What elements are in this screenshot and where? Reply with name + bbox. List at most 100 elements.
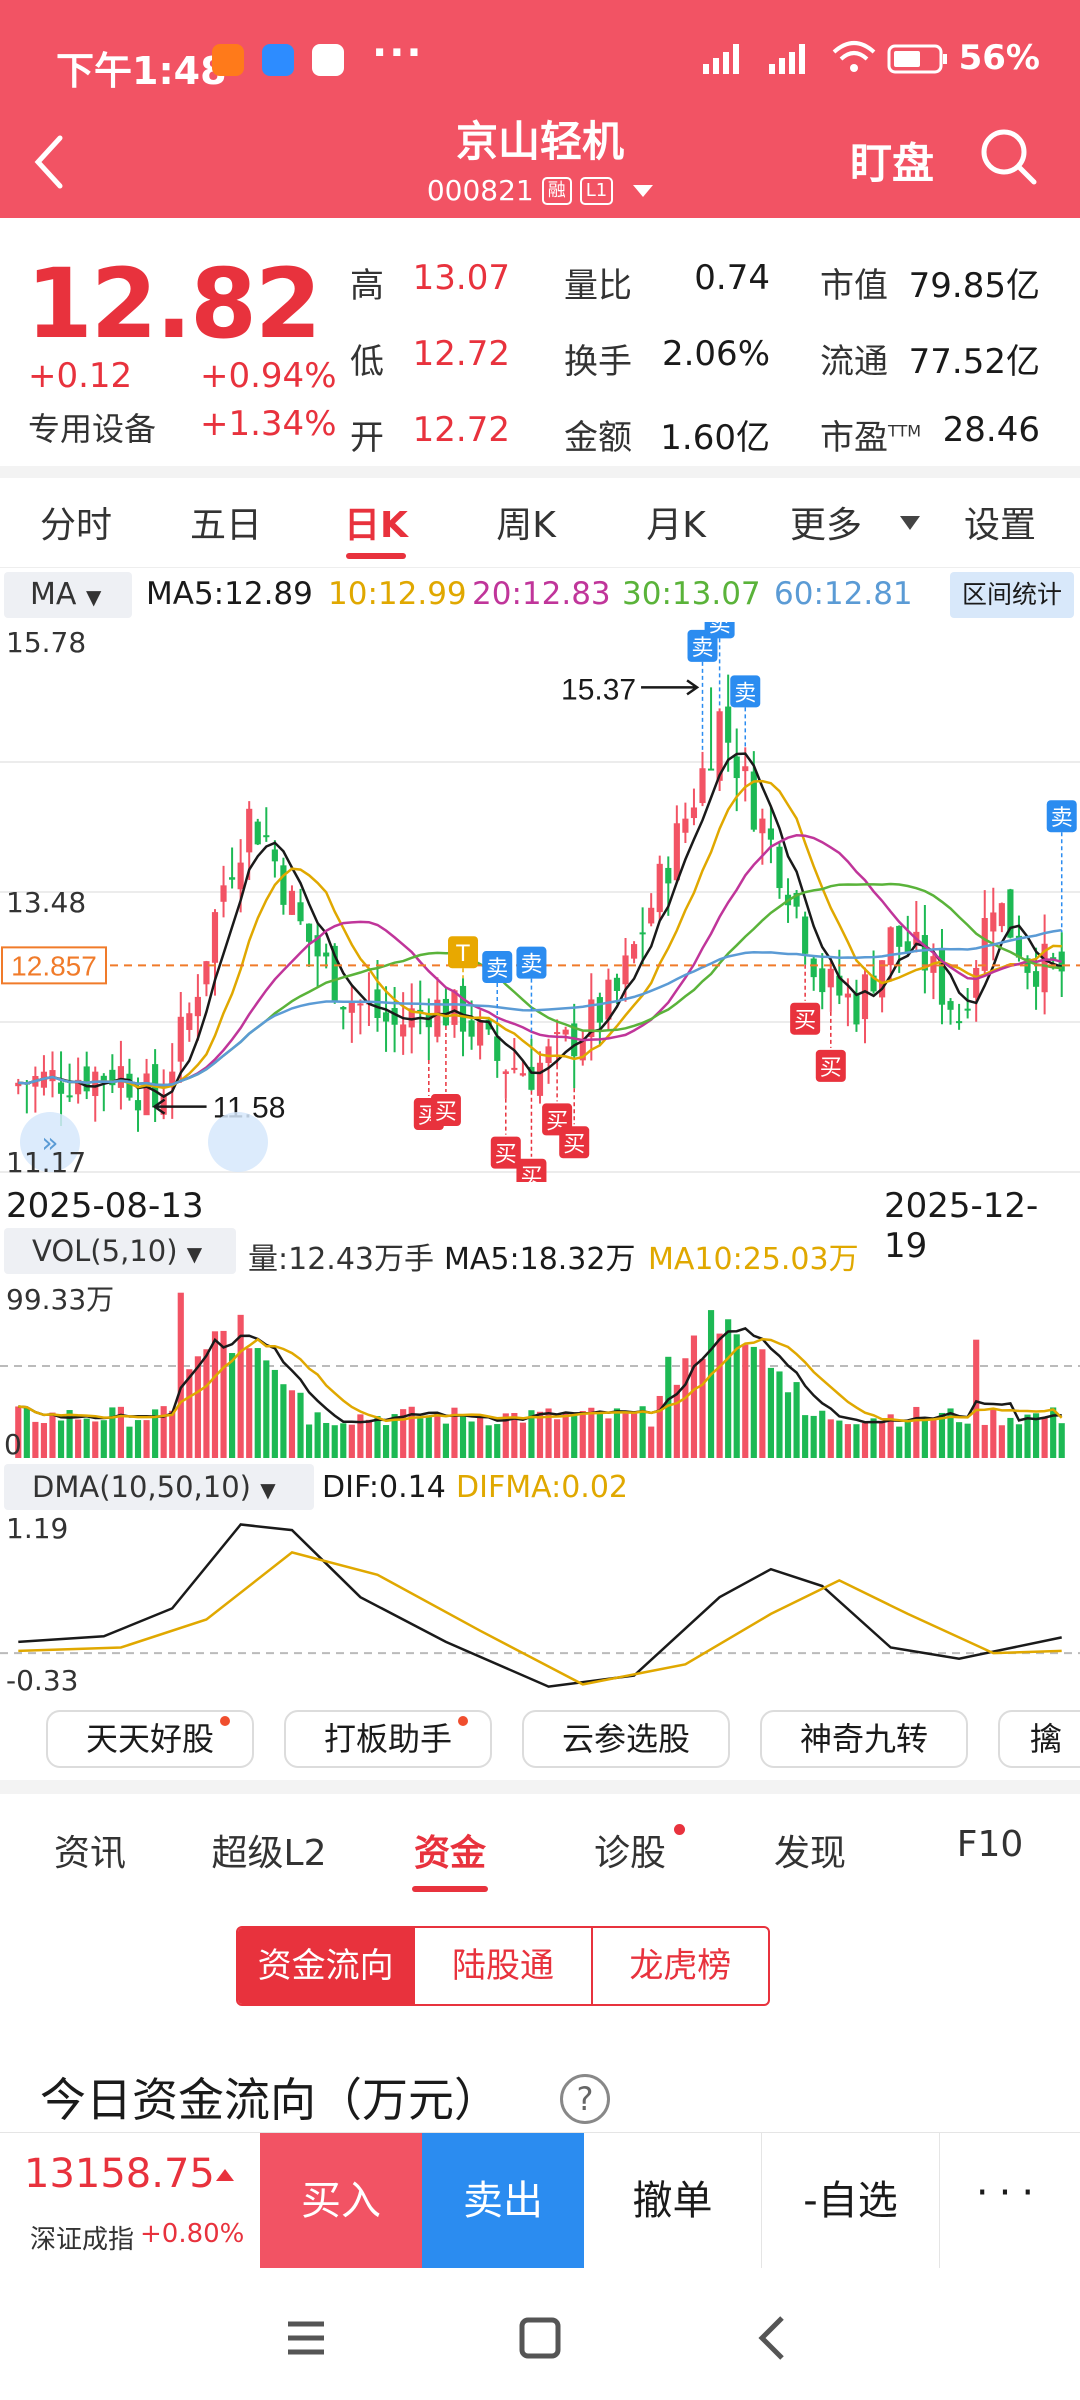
- volume-bar: [827, 1419, 834, 1458]
- home-icon[interactable]: [510, 2308, 570, 2368]
- chevron-down-icon[interactable]: [633, 184, 654, 197]
- sell-marker: 卖: [709, 622, 731, 637]
- chip-nine-turns[interactable]: 神奇九转: [760, 1710, 968, 1768]
- candle-body: [682, 818, 689, 833]
- tab-discover[interactable]: 发现: [773, 1833, 846, 1874]
- volume-bar: [1050, 1407, 1057, 1458]
- chip-cloud-screener[interactable]: 云参选股: [522, 1710, 730, 1768]
- tab-more[interactable]: 更多: [789, 505, 862, 546]
- volume-bar: [1015, 1424, 1023, 1458]
- volume-bar: [870, 1418, 877, 1458]
- tab-five-day[interactable]: 五日: [189, 505, 262, 546]
- range-stats-button[interactable]: 区间统计: [950, 572, 1074, 618]
- candle-body: [571, 1023, 578, 1057]
- sector-name[interactable]: 专用设备: [28, 410, 157, 448]
- chip-capture[interactable]: 擒: [998, 1710, 1080, 1768]
- volume-bar: [554, 1419, 561, 1458]
- sell-button[interactable]: 卖出: [422, 2133, 584, 2269]
- tab-intraday[interactable]: 分时: [39, 505, 112, 546]
- volume-bar: [451, 1407, 458, 1458]
- ma-select[interactable]: MA ▼: [4, 572, 132, 618]
- stock-code-selector[interactable]: 000821 融 L1: [0, 174, 1080, 207]
- kline-y-top: 15.78: [6, 626, 87, 659]
- candle-body: [861, 974, 869, 1020]
- volume-bar: [930, 1418, 937, 1458]
- volume-bar: [408, 1406, 415, 1458]
- zoom-icon: [208, 1112, 268, 1172]
- menu-icon[interactable]: [276, 2308, 336, 2368]
- ma-indicator-row: MA ▼ MA5:12.89 10:12.99 20:12.83 30:13.0…: [0, 568, 1080, 622]
- candle-body: [143, 1073, 150, 1116]
- volume-bar: [921, 1419, 928, 1458]
- funds-segment: 资金流向 陆股通 龙虎榜: [236, 1926, 770, 2006]
- tab-weekly-k[interactable]: 周K: [496, 505, 556, 546]
- volume-bar: [502, 1413, 509, 1458]
- tab-news[interactable]: 资讯: [53, 1833, 126, 1874]
- divider: [0, 1780, 1080, 1794]
- volume-bar: [699, 1358, 706, 1458]
- volume-bar: [331, 1425, 338, 1458]
- dma-y-top: 1.19: [6, 1512, 69, 1545]
- volume-bar: [613, 1408, 621, 1458]
- dma-select[interactable]: DMA(10,50,10) ▼: [4, 1464, 314, 1510]
- high-arrow-icon: [641, 679, 700, 696]
- caret-down-icon[interactable]: [898, 514, 922, 532]
- candle-body: [938, 947, 946, 1005]
- candle-body: [169, 1071, 176, 1087]
- help-icon[interactable]: ?: [560, 2074, 610, 2124]
- candle-body: [579, 1040, 586, 1061]
- tab-super-l2[interactable]: 超级L2: [211, 1833, 327, 1874]
- watch-button[interactable]: 盯盘: [850, 139, 935, 188]
- sell-marker: 卖: [1051, 806, 1073, 831]
- candle-body: [477, 1021, 484, 1046]
- segment-fund-flow[interactable]: 资金流向: [238, 1928, 416, 2004]
- volume-bar: [211, 1331, 219, 1458]
- header-bar: 下午1:48 ··· 56% 京山轻机 000821 融 L1 盯盘: [0, 0, 1080, 218]
- chip-limit-up-helper[interactable]: 打板助手: [284, 1710, 492, 1768]
- dma-difma: DIFMA:0.02: [456, 1470, 628, 1505]
- marker-box: [704, 622, 735, 639]
- candle-body: [964, 1008, 971, 1011]
- scroll-left-icon: [20, 1112, 80, 1172]
- candle-body: [126, 1073, 133, 1098]
- index-pct: +0.80%: [140, 2219, 245, 2249]
- tab-f10[interactable]: F10: [956, 1824, 1024, 1865]
- remove-watchlist-button[interactable]: -自选: [762, 2133, 940, 2269]
- volume-select[interactable]: VOL(5,10) ▼: [4, 1228, 236, 1274]
- buy-marker: 买: [794, 1009, 816, 1034]
- search-icon[interactable]: [976, 124, 1040, 188]
- date-start: 2025-08-13: [6, 1186, 204, 1226]
- cancel-order-button[interactable]: 撤单: [584, 2133, 762, 2269]
- volume-chart[interactable]: [0, 1276, 1080, 1462]
- volume-bar: [459, 1415, 467, 1458]
- quote-label: 市值: [820, 266, 888, 306]
- chip-daily-picks[interactable]: 天天好股: [46, 1710, 254, 1768]
- fund-flow-title: 今日资金流向（万元）: [40, 2073, 500, 2127]
- back-arrow-icon[interactable]: [30, 132, 70, 192]
- candle-body: [348, 1002, 355, 1013]
- volume-bar: [682, 1358, 689, 1458]
- buy-button[interactable]: 买入: [260, 2133, 422, 2269]
- tab-diagnosis[interactable]: 诊股: [593, 1833, 666, 1874]
- high-label: 15.37: [561, 673, 636, 706]
- ma20-value: 20:12.83: [472, 576, 611, 612]
- volume-bar: [605, 1418, 612, 1458]
- tab-funds[interactable]: 资金: [413, 1833, 486, 1874]
- tab-active-indicator: [412, 1886, 488, 1892]
- back-icon[interactable]: [744, 2308, 804, 2368]
- candle-body: [896, 925, 903, 947]
- segment-dragon-tiger[interactable]: 龙虎榜: [629, 1946, 732, 1986]
- volume-bar: [810, 1415, 817, 1458]
- more-icon[interactable]: ···: [975, 2170, 1045, 2216]
- tab-settings[interactable]: 设置: [963, 505, 1036, 546]
- candle-body: [810, 958, 817, 978]
- tab-monthly-k[interactable]: 月K: [646, 505, 706, 546]
- volume-bar: [117, 1406, 124, 1458]
- index-name: 深证成指: [30, 2225, 135, 2255]
- candle-body: [879, 960, 886, 998]
- candle-body: [186, 1013, 193, 1030]
- dma-chart[interactable]: [0, 1510, 1080, 1700]
- segment-stock-connect[interactable]: 陆股通: [415, 1928, 593, 2004]
- tab-daily-k[interactable]: 日K: [344, 505, 408, 546]
